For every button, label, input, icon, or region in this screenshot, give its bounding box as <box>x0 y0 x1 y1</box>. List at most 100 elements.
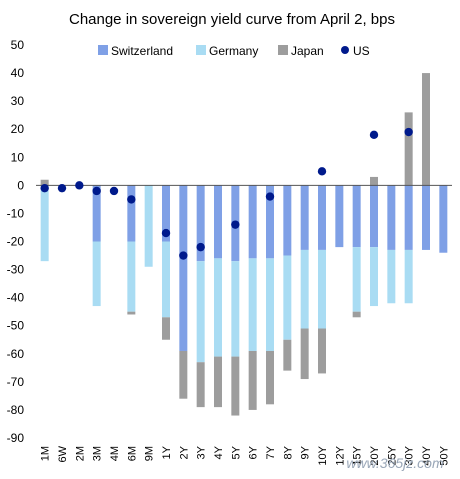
legend-label-germany: Germany <box>209 44 258 58</box>
x-tick-label: 3M <box>92 446 104 461</box>
y-tick-label: 10 <box>11 150 25 164</box>
bar-germany-6M <box>127 241 136 312</box>
point-us-20Y <box>369 130 379 140</box>
bar-germany-3Y <box>196 261 205 363</box>
x-tick-label: 8Y <box>282 445 294 459</box>
y-tick-label: -60 <box>7 347 25 361</box>
bar-switzerland-20Y <box>370 185 378 248</box>
x-tick-label: 12Y <box>334 445 346 465</box>
bar-germany-1M <box>40 185 49 262</box>
bar-japan-2Y <box>179 350 188 399</box>
y-tick-label: 40 <box>11 66 25 80</box>
bar-germany-8Y <box>283 255 292 340</box>
x-tick-label: 50Y <box>438 445 450 465</box>
bar-switzerland-4Y <box>214 185 222 259</box>
legend-label-us: US <box>353 44 370 58</box>
bar-switzerland-2Y <box>179 185 188 351</box>
bar-japan-8Y <box>283 339 292 371</box>
bar-japan-4Y <box>214 356 222 408</box>
y-tick-label: -80 <box>7 403 25 417</box>
bar-germany-6Y <box>248 258 257 351</box>
legend-swatch-switzerland <box>98 45 108 55</box>
bar-japan-15Y <box>352 311 361 318</box>
x-tick-label: 9Y <box>300 445 312 459</box>
x-tick-label: 6Y <box>248 445 260 459</box>
x-tick-label: 20Y <box>369 445 381 465</box>
bar-japan-1Y <box>162 317 170 340</box>
bar-japan-5Y <box>231 356 240 416</box>
bar-germany-7Y <box>266 258 274 351</box>
y-tick-label: 30 <box>11 94 25 108</box>
x-tick-label: 6M <box>126 446 138 461</box>
x-tick-label: 4M <box>109 446 121 461</box>
x-tick-label: 6W <box>57 445 69 462</box>
point-us-3Y <box>196 242 205 252</box>
bar-germany-20Y <box>370 247 378 307</box>
x-tick-label: 3Y <box>196 445 208 459</box>
x-tick-label: 15Y <box>352 445 364 465</box>
x-tick-label: 9M <box>144 446 156 461</box>
y-tick-label: -90 <box>7 431 25 445</box>
x-tick-label: 1Y <box>161 445 173 459</box>
bar-japan-20Y <box>370 176 378 186</box>
bar-japan-7Y <box>266 350 274 405</box>
point-us-30Y <box>404 127 413 137</box>
bar-japan-6M <box>127 311 136 315</box>
y-tick-label: 50 <box>11 38 25 52</box>
bar-germany-3M <box>92 241 101 307</box>
bar-switzerland-50Y <box>439 185 448 253</box>
y-tick-label: 20 <box>11 122 25 136</box>
x-tick-label: 10Y <box>317 445 329 465</box>
x-tick-label: 5Y <box>230 445 242 459</box>
y-axis: 50 40 30 20 10 0 -10 -20 -30 -40 -50 -60 -70 -80 -90 <box>7 38 25 445</box>
bar-germany-10Y <box>318 249 326 329</box>
point-us-2M <box>75 181 84 190</box>
bar-switzerland-7Y <box>266 185 274 259</box>
bar-switzerland-6M <box>127 185 136 242</box>
bar-switzerland-3M <box>92 185 101 242</box>
point-us-7Y <box>265 192 275 201</box>
bar-germany-15Y <box>352 247 361 312</box>
bar-switzerland-25Y <box>387 185 396 250</box>
y-tick-label: -20 <box>7 235 25 249</box>
point-us-5Y <box>231 220 240 229</box>
bar-japan-9Y <box>300 328 309 380</box>
x-tick-label: 2M <box>74 446 86 461</box>
point-us-3M <box>92 186 101 196</box>
bar-switzerland-6Y <box>248 185 257 259</box>
bar-germany-9M <box>144 185 153 267</box>
x-tick-label: 30Y <box>404 445 416 465</box>
x-tick-label: 7Y <box>265 445 277 459</box>
bar-japan-10Y <box>318 328 326 374</box>
point-us-2Y <box>179 251 188 260</box>
legend-swatch-germany <box>196 45 206 55</box>
y-tick-label: -30 <box>7 263 25 277</box>
point-us-6M <box>127 195 136 204</box>
bar-germany-30Y <box>404 249 413 304</box>
legend-marker-us <box>341 46 349 54</box>
point-us-1M <box>40 183 49 193</box>
point-us-1Y <box>161 228 171 238</box>
bars <box>40 73 448 416</box>
x-tick-label: 40Y <box>421 445 433 465</box>
bar-switzerland-12Y <box>335 185 344 248</box>
bar-switzerland-8Y <box>283 185 292 256</box>
bar-switzerland-15Y <box>352 185 361 248</box>
point-us-10Y <box>317 167 327 176</box>
bar-japan-6Y <box>248 350 257 410</box>
bar-switzerland-1Y <box>162 185 170 242</box>
bar-germany-9Y <box>300 249 309 329</box>
y-tick-label: -70 <box>7 375 25 389</box>
y-tick-label: -40 <box>7 291 25 305</box>
bar-switzerland-3Y <box>196 185 205 262</box>
legend-swatch-japan <box>278 45 288 55</box>
legend-label-japan: Japan <box>291 44 324 58</box>
us-points <box>40 127 413 260</box>
bar-switzerland-9Y <box>300 185 309 250</box>
bar-japan-1M <box>40 179 49 186</box>
bar-switzerland-10Y <box>318 185 326 250</box>
bar-japan-3Y <box>196 362 205 408</box>
x-tick-label: 4Y <box>213 445 225 459</box>
point-us-6W <box>57 183 67 193</box>
bar-germany-5Y <box>231 261 240 357</box>
